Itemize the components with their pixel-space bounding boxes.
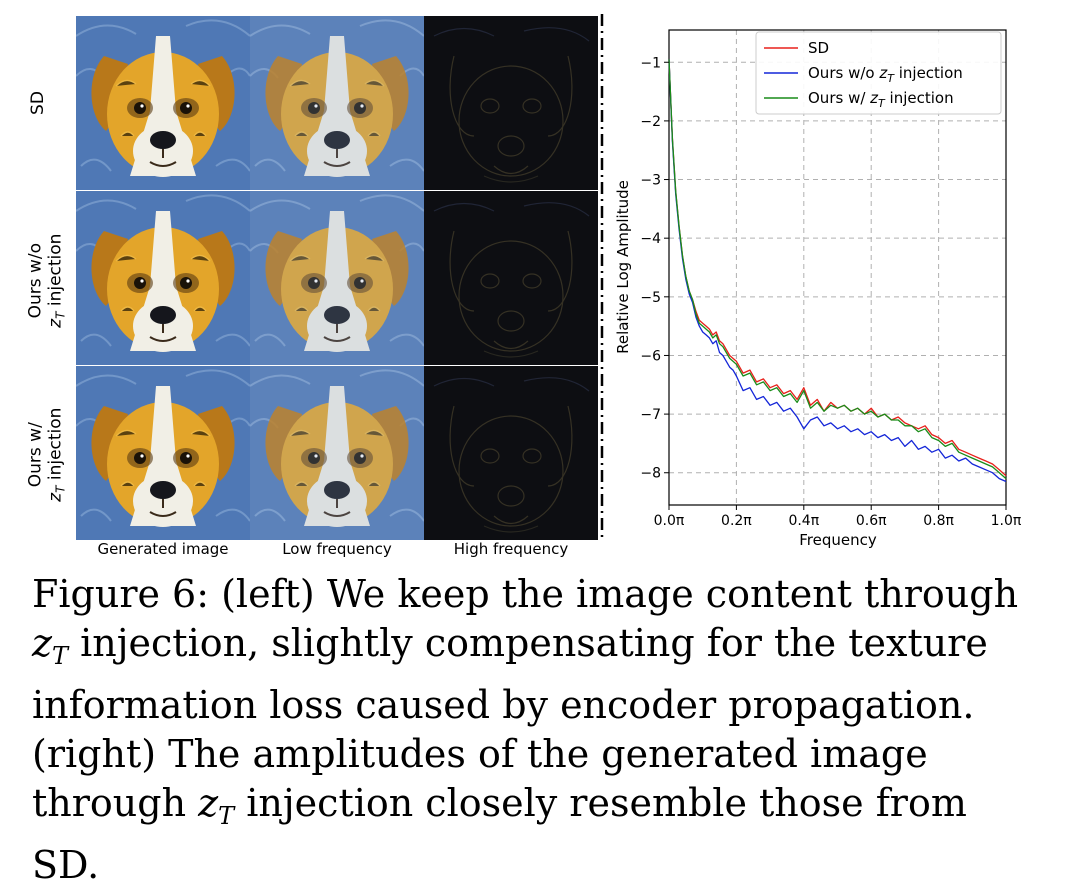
- legend-box: [755, 31, 1002, 115]
- chart-ticks: 0.0π 0.2π 0.4π 0.6π 0.8π 1.0π −1 −2 −3 −4 −5 −6 −7 −8: [640, 55, 1022, 529]
- high-frequency-image-row-2: [424, 191, 598, 365]
- x-tick-label: 0.4π: [788, 513, 819, 529]
- caption-prefix: Figure 6: (left) We keep the image conte…: [32, 572, 1019, 616]
- low-frequency-image-row-2: [250, 191, 424, 365]
- col-label-high-frequency: High frequency: [453, 540, 569, 558]
- y-tick-label: −8: [640, 466, 661, 482]
- row-label-tail: injection: [45, 407, 66, 486]
- col-label-low-frequency: Low frequency: [282, 540, 392, 558]
- x-tick-label: 1.0π: [991, 513, 1022, 529]
- caption-math-z: z: [198, 781, 219, 825]
- generated-image-row-1: [76, 16, 250, 190]
- generated-image-row-3: [76, 366, 250, 540]
- row-label-text: SD: [28, 91, 48, 115]
- chart-legend: SD Ours w/o zT injection Ours w/ zT inject…: [755, 31, 1002, 115]
- caption-math-z: z: [32, 621, 53, 665]
- row-label-line1: Ours w/o: [25, 242, 46, 319]
- row-label-math: z: [45, 318, 66, 328]
- x-tick-label: 0.8π: [923, 513, 954, 529]
- series-line-3: [668, 59, 1007, 480]
- x-tick-label: 0.0π: [654, 513, 685, 529]
- plot-frame: [668, 29, 1007, 506]
- y-tick-label: −7: [640, 407, 661, 423]
- y-axis-label: Relative Log Amplitude: [614, 180, 632, 354]
- legend-label-1: SD: [808, 39, 829, 57]
- caption-middle: injection, slightly compensating for the…: [32, 621, 988, 825]
- image-grid: [76, 16, 598, 540]
- series-line-1: [668, 59, 1007, 477]
- y-tick-label: −5: [640, 290, 661, 306]
- figure-caption: Figure 6: (left) We keep the image conte…: [32, 570, 1042, 890]
- row-label-ours-w: Ours w/ zT injection: [25, 375, 70, 535]
- y-tick-label: −1: [640, 55, 661, 71]
- row-label-line2: zT injection: [45, 375, 70, 535]
- y-tick-label: −4: [640, 231, 661, 247]
- row-label-sub: T: [53, 485, 68, 493]
- caption-math-sub: T: [218, 802, 235, 830]
- row-label-line1: Ours w/: [25, 422, 46, 488]
- row-label-ours-wo: Ours w/o zT injection: [25, 201, 70, 361]
- amplitude-chart: 0.0π 0.2π 0.4π 0.6π 0.8π 1.0π −1 −2 −3 −4 −5 −6 −7 −8…: [614, 29, 1022, 549]
- y-tick-label: −3: [640, 173, 661, 189]
- x-tick-label: 0.6π: [856, 513, 887, 529]
- figure-6: SD Ours w/o zT injection Ours w/ zT inje…: [25, 14, 1022, 558]
- row-label-sub: T: [53, 311, 68, 319]
- x-axis-label: Frequency: [799, 531, 877, 549]
- caption-math-sub: T: [52, 642, 69, 670]
- high-frequency-image-row-1: [424, 16, 598, 190]
- low-frequency-image-row-3: [250, 366, 424, 540]
- low-frequency-image-row-1: [250, 16, 424, 190]
- generated-image-row-2: [76, 191, 250, 365]
- high-frequency-image-row-3: [424, 366, 598, 540]
- series-line-2: [668, 59, 1007, 483]
- row-label-line2: zT injection: [45, 201, 70, 361]
- y-tick-label: −6: [640, 348, 661, 364]
- row-label-math: z: [45, 492, 66, 502]
- y-tick-label: −2: [640, 114, 661, 130]
- col-label-generated: Generated image: [97, 540, 229, 558]
- row-label-tail: injection: [45, 233, 66, 312]
- legend-label-3: Ours w/ zT injection: [808, 89, 954, 110]
- x-tick-label: 0.2π: [721, 513, 752, 529]
- legend-label-2: Ours w/o zT injection: [808, 64, 963, 85]
- dashdot-divider: [600, 14, 604, 542]
- row-label-sd: SD: [28, 53, 48, 153]
- chart-series: [668, 59, 1007, 483]
